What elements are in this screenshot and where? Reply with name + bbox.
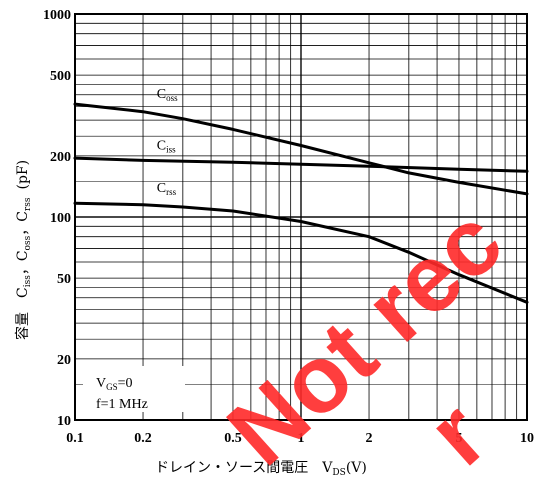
series-label-oss: Coss bbox=[157, 87, 178, 103]
x-tick-label: 0.1 bbox=[66, 431, 84, 446]
series-line-iss bbox=[73, 156, 529, 173]
series-labels: Coss Ciss Crss bbox=[157, 87, 178, 197]
y-tick-labels: 1000 500 200 100 50 20 10 bbox=[43, 8, 71, 429]
y-tick-label: 10 bbox=[57, 414, 71, 429]
x-tick-label: 0.5 bbox=[224, 431, 242, 446]
x-tick-label: 1 bbox=[298, 431, 305, 446]
series-label-rss: Crss bbox=[157, 181, 177, 197]
y-tick-label: 200 bbox=[50, 150, 71, 165]
y-tick-label: 100 bbox=[50, 211, 71, 226]
plot-frame bbox=[74, 13, 528, 421]
condition-annotation: VGS=0 f=1 MHz bbox=[83, 366, 185, 412]
y-axis-label: 容量 Ciss，Coss，Crss(pF) bbox=[14, 160, 33, 340]
grid bbox=[74, 13, 528, 421]
annotation-line1: VGS=0 bbox=[96, 376, 133, 392]
series-lines bbox=[73, 102, 529, 304]
y-tick-label: 1000 bbox=[43, 8, 71, 23]
x-tick-label: 5 bbox=[455, 431, 462, 446]
series-line-oss bbox=[73, 102, 529, 196]
x-tick-label: 2 bbox=[366, 431, 373, 446]
y-tick-label: 500 bbox=[50, 69, 71, 84]
series-label-iss: Ciss bbox=[157, 139, 176, 155]
series-line-rss bbox=[73, 201, 529, 304]
y-tick-label: 20 bbox=[57, 353, 71, 368]
x-tick-label: 10 bbox=[520, 431, 534, 446]
x-axis-label: ドレイン・ソース間電圧 VDS(V) bbox=[155, 460, 367, 478]
y-tick-label: 50 bbox=[57, 272, 71, 287]
annotation-line2: f=1 MHz bbox=[96, 397, 148, 412]
x-tick-labels: 0.1 0.2 0.5 1 2 5 10 bbox=[66, 431, 534, 446]
x-tick-label: 0.2 bbox=[134, 431, 152, 446]
